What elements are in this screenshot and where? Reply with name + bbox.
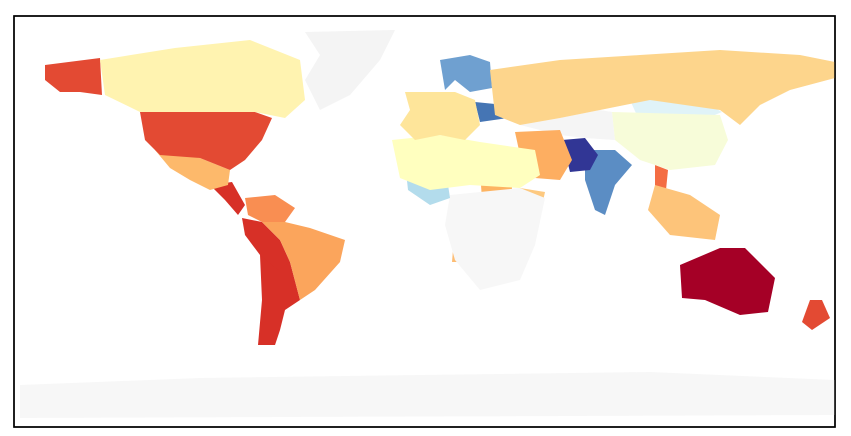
country-region	[242, 218, 290, 270]
country-region	[445, 188, 545, 290]
country-region	[802, 300, 830, 330]
country-region	[210, 182, 245, 215]
country-region	[585, 150, 632, 215]
country-region	[45, 58, 102, 95]
map-frame	[13, 15, 836, 428]
country-region	[562, 138, 598, 172]
country-region	[245, 195, 295, 222]
country-region	[262, 222, 345, 300]
country-region	[648, 185, 720, 240]
country-region	[520, 110, 615, 140]
country-region	[440, 55, 492, 92]
country-region	[680, 248, 775, 315]
country-region	[20, 372, 835, 418]
country-region	[490, 50, 835, 125]
country-region	[392, 135, 540, 190]
country-region	[612, 112, 728, 170]
country-region	[400, 92, 480, 140]
country-region	[258, 255, 300, 345]
country-region	[155, 150, 230, 190]
country-region	[140, 112, 272, 170]
country-region	[305, 30, 395, 110]
country-region	[100, 40, 305, 118]
